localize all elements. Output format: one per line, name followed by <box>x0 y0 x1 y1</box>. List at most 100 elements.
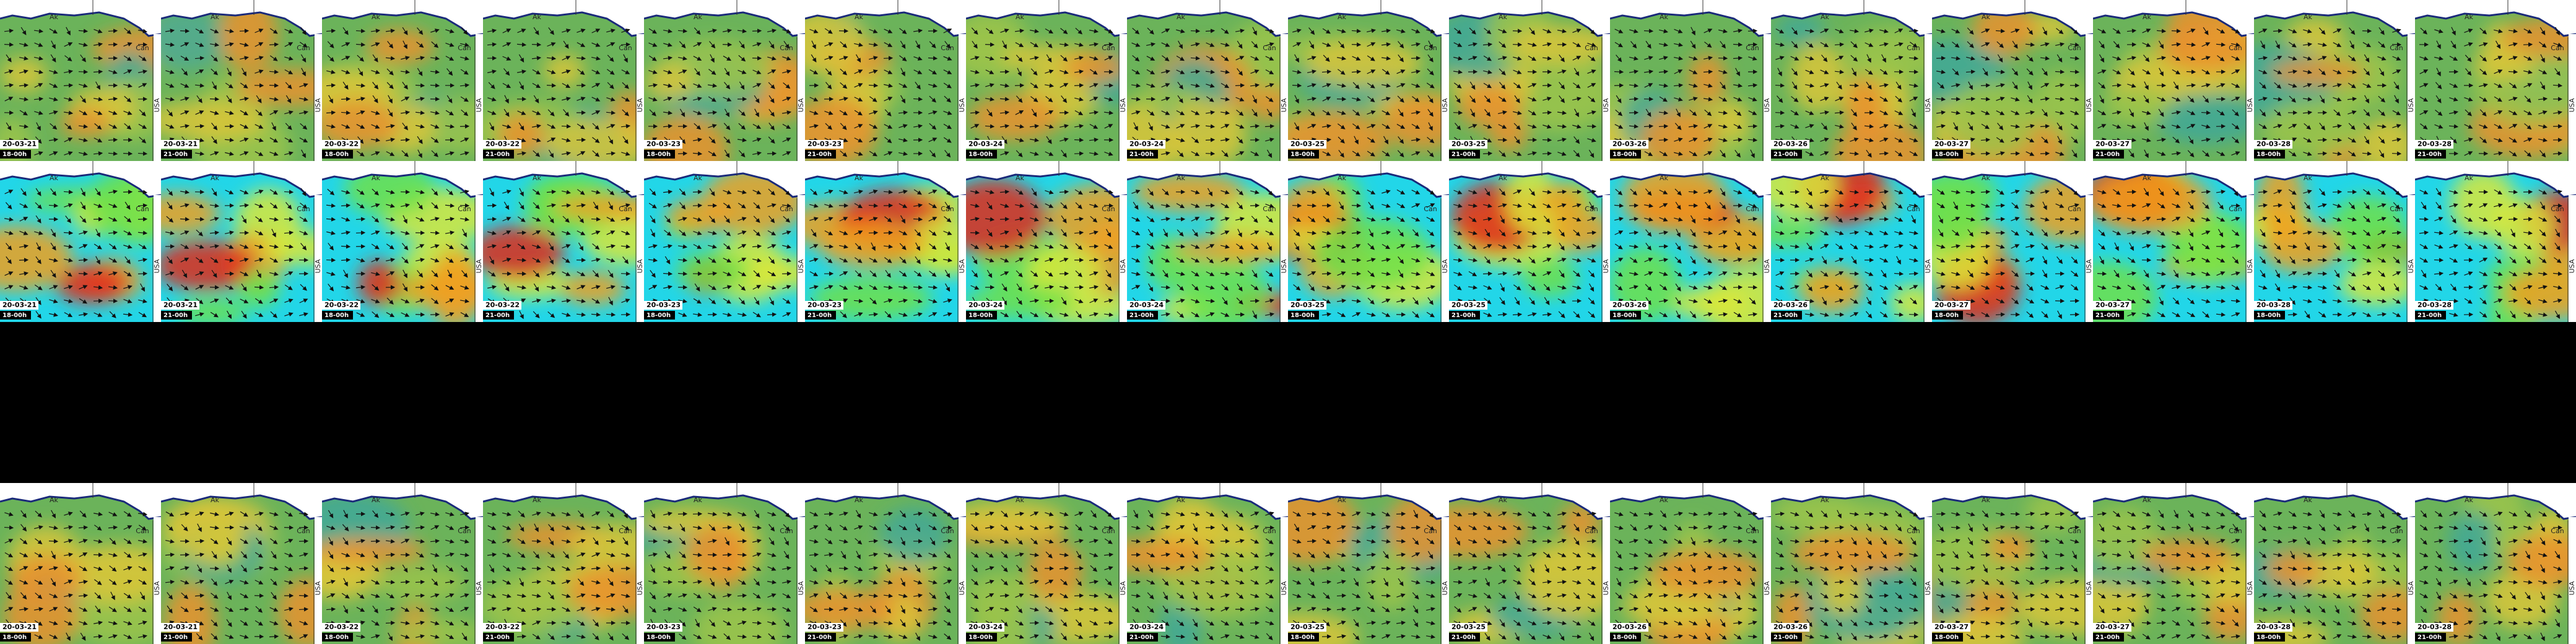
frame-date: 20-03-24 <box>1129 140 1164 148</box>
region-label: Ak <box>1821 174 1830 182</box>
wind-arrow <box>50 54 56 63</box>
wind-arrow <box>341 124 350 129</box>
wind-arrow <box>269 137 279 143</box>
wind-arrow <box>79 42 88 47</box>
region-label: Can <box>1263 44 1276 52</box>
wind-arrow <box>269 28 278 34</box>
frame-date: 20-03-22 <box>324 623 359 631</box>
wind-arrow <box>255 109 263 116</box>
land-east <box>154 34 161 161</box>
frame-date: 20-03-25 <box>1290 140 1325 148</box>
wind-arrow <box>194 151 205 156</box>
wind-arrow <box>2126 189 2137 194</box>
region-label: USA <box>958 581 966 595</box>
wind-arrow <box>108 137 118 142</box>
wind-arrow <box>269 151 279 156</box>
wind-arrow <box>180 83 189 88</box>
field-blob <box>60 108 111 138</box>
frame-time: 21-00h <box>163 634 188 641</box>
wind-arrow <box>388 95 393 104</box>
wind-arrow <box>1250 298 1260 303</box>
frame-date: 20-03-25 <box>1290 301 1325 309</box>
wind-arrow <box>79 137 89 142</box>
wind-arrow <box>33 28 44 33</box>
land-east <box>959 195 966 322</box>
wind-arrow <box>108 124 118 129</box>
wind-arrow <box>531 566 542 571</box>
wind-arrow <box>386 151 395 156</box>
wind-arrow <box>211 68 219 76</box>
region-label: USA <box>1763 259 1771 273</box>
region-label: USA <box>636 581 644 595</box>
frame-date: 20-03-22 <box>485 301 520 309</box>
region-label: Ak <box>2143 13 2152 21</box>
wind-arrow <box>19 42 28 47</box>
wind-arrow <box>165 97 175 102</box>
wind-arrow <box>211 54 218 62</box>
field-blob <box>2262 100 2362 157</box>
region-label: Can <box>136 44 149 52</box>
wind-arrow <box>64 69 74 74</box>
wind-arrow <box>180 56 189 61</box>
region-label: Can <box>1585 205 1598 213</box>
wind-arrow <box>124 27 132 35</box>
region-label: Can <box>1102 205 1115 213</box>
frame-time: 18-00h <box>968 312 993 319</box>
wind-arrow <box>64 55 72 62</box>
wind-arrow <box>883 56 894 61</box>
land-east <box>1925 34 1932 161</box>
frame-date: 20-03-26 <box>1773 301 1808 309</box>
land-east <box>2086 34 2093 161</box>
wind-arrow <box>1131 244 1141 249</box>
wind-arrow <box>341 97 351 102</box>
wind-arrow <box>34 110 43 115</box>
region-label: USA <box>2085 259 2093 273</box>
frame-time: 18-00h <box>968 634 993 641</box>
region-label: USA <box>2085 98 2093 112</box>
wind-arrow <box>227 67 232 77</box>
wind-arrow <box>692 189 703 194</box>
wind-arrow <box>531 539 542 544</box>
region-label: USA <box>797 581 805 595</box>
wind-arrow <box>387 108 393 117</box>
land-east <box>1764 195 1771 322</box>
wind-arrow <box>19 69 28 74</box>
frame-date: 20-03-23 <box>646 623 681 631</box>
wind-arrow <box>1074 137 1084 142</box>
region-label: USA <box>2246 259 2254 273</box>
land-east <box>1120 34 1127 161</box>
region-label: Ak <box>211 13 220 21</box>
region-label: USA <box>1602 259 1610 273</box>
land-east <box>154 195 161 322</box>
wind-arrow <box>108 151 118 156</box>
frame-time: 21-00h <box>2095 312 2120 319</box>
region-label: Ak <box>50 174 59 182</box>
region-label: Ak <box>211 496 220 504</box>
frame-time: 21-00h <box>485 634 510 641</box>
wind-arrow <box>255 137 264 142</box>
wind-arrow <box>269 83 279 88</box>
wind-arrow <box>402 40 407 50</box>
region-label: USA <box>636 98 644 112</box>
wind-arrow <box>19 124 29 129</box>
frame-date: 20-03-21 <box>2 301 37 309</box>
wind-arrow <box>326 258 336 263</box>
field-blob <box>1521 258 1578 297</box>
frame-time: 18-00h <box>2256 312 2281 319</box>
wind-arrow <box>138 124 147 129</box>
wind-arrow <box>211 136 217 144</box>
land-east <box>798 195 805 322</box>
field-blob <box>234 69 322 107</box>
frame-time: 18-00h <box>1612 151 1637 158</box>
wind-arrow <box>51 40 56 50</box>
region-label: Can <box>2229 44 2242 52</box>
field-blob <box>1538 183 1586 217</box>
wind-arrow <box>95 81 100 90</box>
